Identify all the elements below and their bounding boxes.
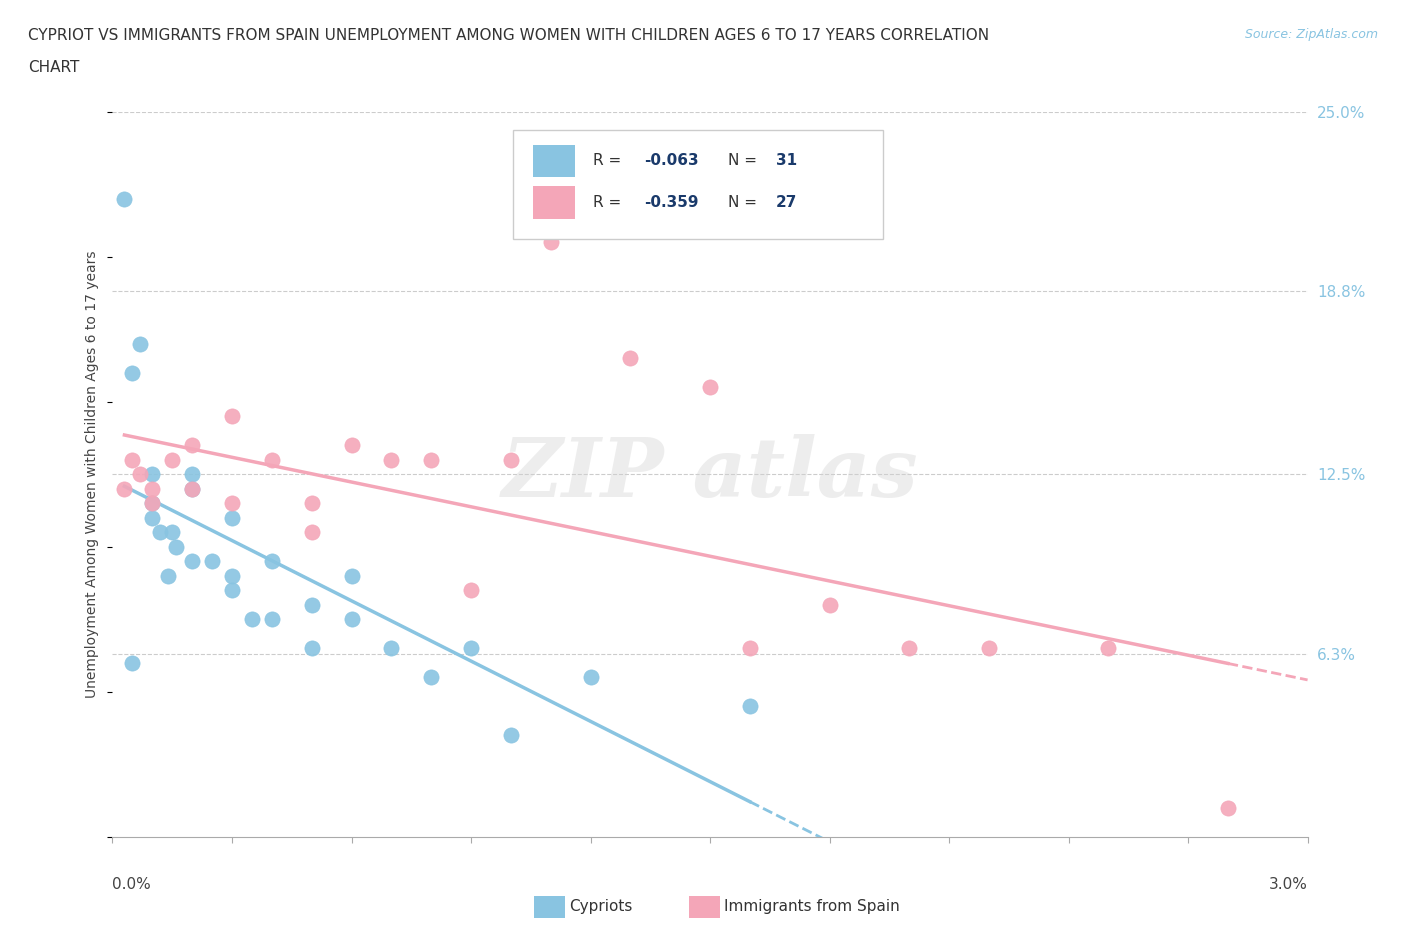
Point <box>1216 801 1239 816</box>
Point <box>201 554 224 569</box>
Text: N =: N = <box>728 194 762 210</box>
Text: -0.359: -0.359 <box>644 194 699 210</box>
Point <box>121 656 143 671</box>
Point <box>162 525 183 539</box>
Text: Source: ZipAtlas.com: Source: ZipAtlas.com <box>1244 28 1378 41</box>
Point <box>738 641 761 656</box>
Text: R =: R = <box>593 153 626 168</box>
Point <box>221 568 243 583</box>
Point <box>340 612 363 627</box>
Point <box>157 568 180 583</box>
Text: R =: R = <box>593 194 626 210</box>
Point <box>420 452 443 467</box>
Bar <box>533 186 575 219</box>
Point <box>301 597 323 612</box>
Point <box>977 641 1000 656</box>
Text: CYPRIOT VS IMMIGRANTS FROM SPAIN UNEMPLOYMENT AMONG WOMEN WITH CHILDREN AGES 6 T: CYPRIOT VS IMMIGRANTS FROM SPAIN UNEMPLO… <box>28 28 990 43</box>
Text: ZIP atlas: ZIP atlas <box>502 434 918 514</box>
Text: 3.0%: 3.0% <box>1268 877 1308 892</box>
Point <box>540 234 562 249</box>
Text: Immigrants from Spain: Immigrants from Spain <box>724 899 900 914</box>
FancyBboxPatch shape <box>513 130 883 239</box>
Point <box>1097 641 1119 656</box>
Point <box>301 496 323 511</box>
Point <box>221 409 243 424</box>
Point <box>420 670 443 684</box>
Point <box>121 452 143 467</box>
Point <box>301 641 323 656</box>
Point <box>221 583 243 598</box>
Point <box>380 641 402 656</box>
Point <box>141 496 163 511</box>
Point <box>579 670 602 684</box>
Point <box>181 467 204 482</box>
Point <box>129 337 152 352</box>
Point <box>165 539 187 554</box>
Text: -0.063: -0.063 <box>644 153 699 168</box>
Text: 0.0%: 0.0% <box>112 877 152 892</box>
Point <box>114 192 135 206</box>
Point <box>260 452 283 467</box>
Point <box>181 554 204 569</box>
Point <box>141 511 163 525</box>
Point <box>162 452 183 467</box>
Text: 27: 27 <box>776 194 797 210</box>
Point <box>114 482 135 497</box>
Point <box>738 699 761 714</box>
Point <box>340 438 363 453</box>
Point <box>129 467 152 482</box>
Text: Cypriots: Cypriots <box>569 899 633 914</box>
Point <box>260 554 283 569</box>
Point <box>340 568 363 583</box>
Point <box>818 597 841 612</box>
Point <box>460 641 482 656</box>
Text: CHART: CHART <box>28 60 80 75</box>
Point <box>460 583 482 598</box>
Y-axis label: Unemployment Among Women with Children Ages 6 to 17 years: Unemployment Among Women with Children A… <box>86 250 100 698</box>
Point <box>221 496 243 511</box>
Bar <box>533 144 575 178</box>
Point <box>221 511 243 525</box>
Point <box>898 641 921 656</box>
Text: N =: N = <box>728 153 762 168</box>
Point <box>380 452 402 467</box>
Point <box>260 612 283 627</box>
Point <box>141 467 163 482</box>
Point <box>699 379 721 394</box>
Point <box>181 482 204 497</box>
Point <box>141 482 163 497</box>
Point <box>121 365 143 380</box>
Point <box>181 482 204 497</box>
Point <box>301 525 323 539</box>
Point <box>240 612 263 627</box>
Point <box>149 525 172 539</box>
Point <box>141 496 163 511</box>
Point <box>619 351 641 365</box>
Text: 31: 31 <box>776 153 797 168</box>
Point <box>181 438 204 453</box>
Point <box>499 452 522 467</box>
Point <box>499 728 522 743</box>
